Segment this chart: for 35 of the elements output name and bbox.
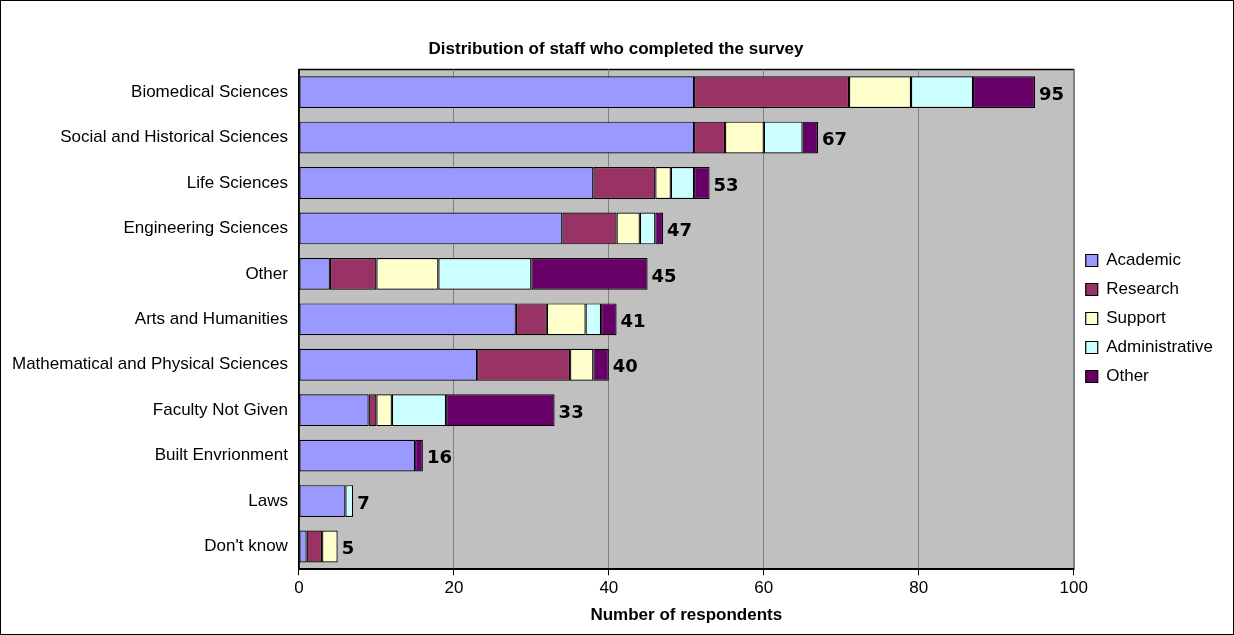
legend-label: Academic [1106,250,1182,270]
legend-label: Research [1106,279,1180,299]
legend-label: Other [1106,366,1150,386]
total-label: 47 [667,219,693,241]
x-tick-label: 60 [754,578,774,598]
y-tick-label: Social and Historical Sciences [60,127,288,147]
x-tick-label: 80 [909,578,929,598]
x-tick-label: 100 [1059,578,1088,598]
y-tick-label: Don't know [204,536,289,556]
y-tick-label: Other [245,263,289,283]
y-tick-label: Engineering Sciences [123,218,288,238]
y-tick-label: Biomedical Sciences [131,81,288,101]
total-label: 95 [1039,82,1065,104]
x-tick-label: 0 [294,578,304,598]
y-tick-label: Laws [248,490,288,510]
legend-label: Support [1106,308,1167,328]
total-label: 5 [341,537,355,559]
x-tick-label: 40 [599,578,619,598]
total-label: 53 [713,173,739,195]
chart-title: Distribution of staff who completed the survey [428,38,805,58]
y-tick-label: Mathematical and Physical Sciences [11,354,288,374]
y-tick-label: Life Sciences [186,172,288,192]
y-tick-label: Built Envrionment [154,445,289,465]
total-label: 67 [822,128,848,150]
total-label: 45 [651,264,677,286]
total-label: 41 [620,309,646,331]
legend-label: Administrative [1106,337,1214,357]
total-label: 7 [357,491,370,513]
total-label: 16 [426,446,452,468]
y-tick-label: Faculty Not Given [152,399,288,419]
x-tick-label: 20 [444,578,464,598]
total-label: 33 [558,400,584,422]
total-label: 40 [612,355,638,377]
y-tick-label: Arts and Humanities [134,308,288,328]
x-axis-title: Number of respondents [590,605,783,625]
